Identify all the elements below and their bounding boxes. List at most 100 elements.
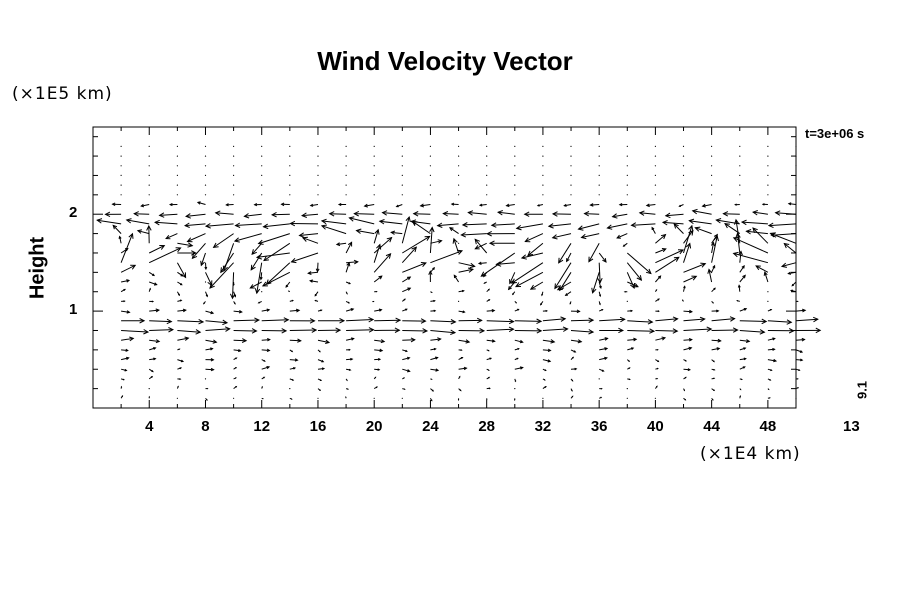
vector-shaft bbox=[346, 319, 374, 322]
vector-arrow bbox=[261, 184, 263, 186]
vector-arrow bbox=[120, 155, 122, 157]
vector-shaft bbox=[662, 221, 684, 225]
vector-arrow bbox=[654, 165, 657, 167]
vector-head bbox=[536, 328, 543, 334]
vector-arrow bbox=[542, 174, 544, 176]
vector-arrow bbox=[627, 319, 654, 325]
vector-head bbox=[661, 336, 667, 341]
vector-head bbox=[235, 357, 238, 360]
vector-head bbox=[763, 271, 768, 276]
vector-arrow bbox=[186, 233, 206, 243]
vector-arrow bbox=[795, 337, 806, 342]
vector-arrow bbox=[289, 318, 316, 324]
vector-shaft bbox=[289, 309, 300, 312]
vector-shaft bbox=[578, 223, 600, 230]
vector-shaft bbox=[261, 339, 270, 341]
x-tick-label: 4 bbox=[145, 418, 154, 435]
vector-arrow bbox=[111, 202, 122, 207]
vector-head bbox=[291, 350, 294, 353]
vector-head bbox=[716, 309, 720, 313]
vector-arrow bbox=[683, 388, 685, 392]
vector-arrow bbox=[402, 308, 408, 312]
vector-arrow bbox=[430, 337, 442, 342]
vector-shaft bbox=[205, 328, 230, 331]
vector-shaft bbox=[739, 265, 745, 273]
vector-shaft bbox=[356, 230, 375, 235]
vector-arrow bbox=[681, 299, 684, 302]
vector-head bbox=[657, 298, 660, 301]
vector-head bbox=[235, 385, 238, 388]
vector-arrow bbox=[683, 338, 693, 342]
vector-head bbox=[450, 329, 457, 335]
vector-shaft bbox=[453, 238, 460, 254]
vector-head bbox=[713, 233, 718, 239]
vector-arrow bbox=[430, 378, 433, 380]
vector-shaft bbox=[250, 281, 262, 289]
vector-arrow bbox=[570, 339, 583, 344]
vector-arrow bbox=[488, 240, 515, 246]
vector-arrow bbox=[140, 203, 150, 208]
vector-shaft bbox=[612, 213, 628, 218]
vector-shaft bbox=[514, 367, 523, 370]
vector-head bbox=[149, 287, 151, 290]
vector-shaft bbox=[527, 242, 544, 256]
vector-arrow bbox=[745, 229, 768, 235]
vector-arrow bbox=[261, 308, 271, 312]
vector-head bbox=[406, 369, 411, 373]
vector-arrow bbox=[707, 268, 713, 283]
vector-head bbox=[527, 250, 534, 257]
vector-arrow bbox=[514, 301, 518, 304]
vector-head bbox=[294, 358, 299, 362]
vector-head bbox=[577, 339, 583, 344]
vector-shaft bbox=[374, 349, 383, 352]
vector-arrow bbox=[542, 378, 546, 381]
vector-head bbox=[410, 219, 417, 225]
vector-arrow bbox=[739, 155, 741, 157]
vector-head bbox=[628, 367, 631, 369]
vector-arrow bbox=[795, 349, 804, 353]
vector-arrow bbox=[570, 165, 572, 167]
vector-arrow bbox=[524, 233, 544, 243]
vector-head bbox=[325, 339, 331, 344]
vector-head bbox=[536, 318, 543, 325]
vector-head bbox=[491, 339, 496, 343]
vector-head bbox=[381, 210, 388, 216]
vector-arrow bbox=[204, 262, 208, 271]
vector-head bbox=[179, 282, 183, 286]
vector-arrow bbox=[539, 301, 544, 306]
x-tick-label: 20 bbox=[365, 418, 383, 435]
vector-head bbox=[249, 284, 255, 289]
vector-shaft bbox=[486, 328, 514, 331]
vector-arrow bbox=[149, 327, 175, 333]
vector-arrow bbox=[722, 211, 740, 217]
vector-arrow bbox=[529, 281, 544, 290]
vector-arrow bbox=[345, 165, 347, 167]
vector-shaft bbox=[373, 244, 381, 263]
vector-head bbox=[209, 282, 215, 289]
x-tick-label: 24 bbox=[422, 418, 439, 435]
vector-head bbox=[295, 308, 301, 313]
vector-arrow bbox=[458, 366, 468, 371]
vector-head bbox=[346, 292, 348, 295]
vector-arrow bbox=[767, 300, 769, 302]
vector-head bbox=[435, 356, 439, 360]
vector-shaft bbox=[724, 223, 741, 235]
vector-head bbox=[623, 290, 626, 293]
vector-arrow bbox=[148, 388, 150, 390]
vector-arrow bbox=[317, 145, 319, 147]
vector-arrow bbox=[265, 262, 291, 286]
vector-head bbox=[772, 347, 776, 351]
x-unit-label: (×1E4 km) bbox=[700, 444, 801, 464]
vector-head bbox=[154, 219, 160, 226]
vector-arrow bbox=[683, 275, 698, 283]
vector-head bbox=[507, 285, 512, 291]
vector-shaft bbox=[764, 272, 769, 283]
vector-head bbox=[289, 220, 296, 227]
vector-head bbox=[375, 290, 378, 293]
vector-shaft bbox=[598, 262, 601, 283]
vector-arrow bbox=[655, 248, 667, 254]
vector-head bbox=[350, 337, 355, 341]
vector-arrow bbox=[559, 272, 572, 292]
vector-head bbox=[261, 385, 263, 388]
vector-arrow bbox=[627, 378, 631, 381]
